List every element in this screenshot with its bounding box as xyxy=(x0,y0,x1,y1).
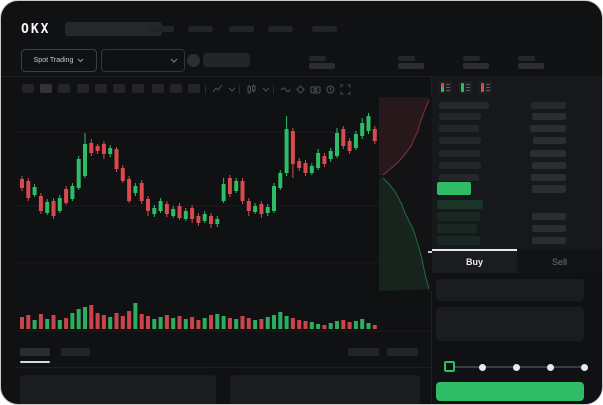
ask-amount-placeholder[interactable] xyxy=(531,174,566,181)
market-selector-button[interactable]: Spot Trading xyxy=(21,49,97,72)
slider-stop[interactable] xyxy=(580,363,588,371)
active-tab-underline xyxy=(20,361,50,363)
orderbook-view-asks-icon[interactable] xyxy=(479,81,492,94)
search-input[interactable] xyxy=(65,22,162,36)
bid-price-placeholder[interactable] xyxy=(437,236,480,245)
ask-price-placeholder[interactable] xyxy=(439,137,481,144)
orderbook xyxy=(432,76,602,249)
price-input[interactable] xyxy=(436,279,584,301)
last-price-badge[interactable] xyxy=(437,182,471,195)
chevron-down-icon[interactable] xyxy=(228,87,239,98)
ask-price-placeholder[interactable] xyxy=(439,125,479,132)
fullscreen-icon[interactable] xyxy=(340,84,351,95)
slider-stop[interactable] xyxy=(546,363,554,371)
buy-submit-button[interactable] xyxy=(436,382,584,401)
indicators-icon[interactable] xyxy=(212,84,223,95)
candle-type-icon[interactable] xyxy=(246,84,257,95)
market-selector-label: Spot Trading xyxy=(33,57,74,64)
chevron-down-icon xyxy=(77,58,84,63)
toolbar-divider xyxy=(273,85,274,94)
ask-price-placeholder[interactable] xyxy=(439,162,481,169)
orders-table-placeholder xyxy=(230,375,420,404)
bid-amount-placeholder[interactable] xyxy=(532,237,566,244)
trade-side-panel: Buy Sell xyxy=(432,76,602,404)
order-side-tabs: Buy Sell xyxy=(432,249,602,273)
pair-selector-dropdown[interactable] xyxy=(101,49,185,72)
bottom-divider xyxy=(15,367,431,368)
orderbook-view-combined-icon[interactable] xyxy=(439,81,452,94)
toolbar-divider xyxy=(239,85,240,94)
bid-price-placeholder[interactable] xyxy=(437,212,480,221)
ask-price-placeholder[interactable] xyxy=(439,113,481,120)
slider-stop[interactable] xyxy=(512,363,520,371)
last-amount-placeholder xyxy=(532,185,566,193)
line-style-icon[interactable] xyxy=(280,84,291,95)
tab-sell[interactable]: Sell xyxy=(551,257,567,267)
bid-amount-placeholder[interactable] xyxy=(532,225,566,232)
chevron-down-icon[interactable] xyxy=(262,87,273,98)
toolbar-divider xyxy=(205,85,206,94)
ask-amount-placeholder[interactable] xyxy=(530,125,566,132)
orderbook-header-price xyxy=(439,102,489,109)
settings-icon[interactable] xyxy=(325,84,336,95)
orders-table-placeholder xyxy=(20,375,216,404)
ask-amount-placeholder[interactable] xyxy=(532,162,566,169)
bid-amount-placeholder[interactable] xyxy=(532,213,566,220)
ask-price-placeholder[interactable] xyxy=(439,174,479,181)
tab-buy[interactable]: Buy xyxy=(432,249,517,273)
orderbook-view-bids-icon[interactable] xyxy=(459,81,472,94)
ask-amount-placeholder[interactable] xyxy=(533,137,566,144)
last-price-placeholder xyxy=(203,53,250,67)
slider-stop[interactable] xyxy=(478,363,486,371)
header-divider xyxy=(1,76,602,77)
bid-price-placeholder[interactable] xyxy=(437,200,483,209)
orderbook-header-amount xyxy=(531,102,566,109)
slider-handle[interactable] xyxy=(444,361,455,372)
bid-price-placeholder[interactable] xyxy=(437,224,477,233)
chevron-down-icon xyxy=(170,58,178,63)
amount-input[interactable] xyxy=(436,307,584,341)
ask-amount-placeholder[interactable] xyxy=(532,113,566,120)
screenshot-icon[interactable] xyxy=(310,84,321,95)
coin-icon xyxy=(187,54,200,67)
ask-price-placeholder[interactable] xyxy=(439,150,480,157)
draw-icon[interactable] xyxy=(295,84,306,95)
ask-amount-placeholder[interactable] xyxy=(530,150,566,157)
okx-logo: OKX xyxy=(21,22,51,37)
